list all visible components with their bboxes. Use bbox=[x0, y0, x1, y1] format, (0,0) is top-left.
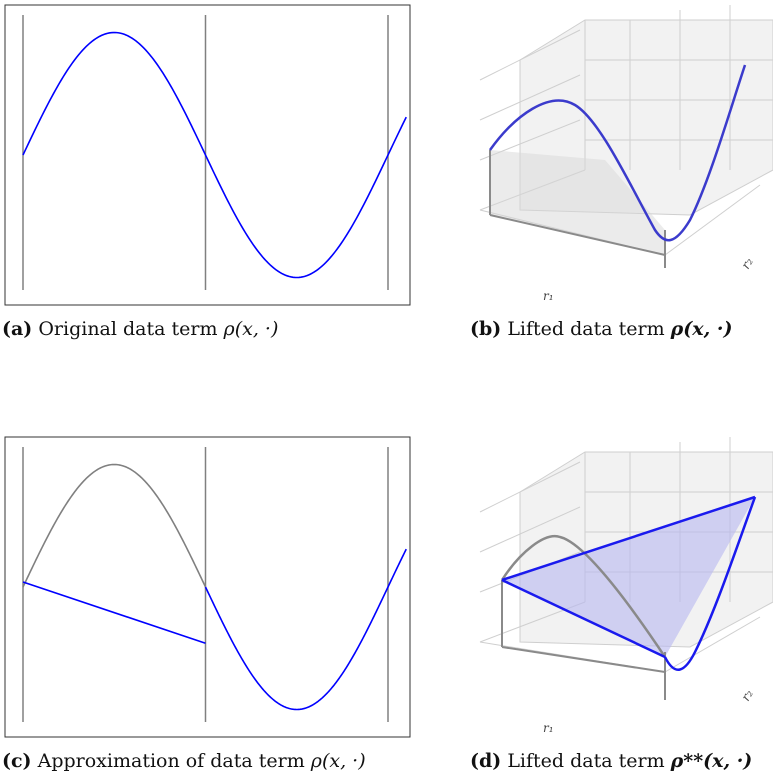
caption-c: (c) Approximation of data term ρ(x, ·) bbox=[2, 750, 366, 772]
axis-label-r1-d: r₁ bbox=[543, 721, 554, 735]
plot-b-3d: r₁ r₂ bbox=[479, 5, 773, 303]
caption-b: (b) Lifted data term ρ(x, ·) bbox=[470, 318, 733, 340]
caption-a: (a) Original data term ρ(x, ·) bbox=[2, 318, 279, 340]
plot-frame bbox=[4, 436, 411, 738]
plot-a bbox=[4, 4, 411, 306]
convex-approx-segment bbox=[22, 581, 206, 645]
caption-d: (d) Lifted data term ρ**(x, ·) bbox=[470, 750, 753, 772]
panel-d: r₁ r₂ (d) Lifted data term ρ**(x, ·) bbox=[440, 432, 773, 782]
plot-d-3d: r₁ r₂ bbox=[479, 437, 773, 735]
panel-a: (a) Original data term ρ(x, ·) bbox=[0, 0, 420, 350]
plot-c bbox=[4, 436, 411, 738]
panel-c: (c) Approximation of data term ρ(x, ·) bbox=[0, 432, 420, 782]
plot-frame bbox=[4, 4, 411, 306]
panel-b: r₁ r₂ (b) Lifted data term ρ(x, ·) bbox=[440, 0, 773, 350]
axis-label-r1: r₁ bbox=[543, 289, 554, 303]
axis-label-r2-d: r₂ bbox=[738, 687, 755, 703]
data-curve bbox=[22, 463, 207, 588]
axis-label-r2: r₂ bbox=[738, 255, 755, 271]
data-curve bbox=[204, 548, 407, 711]
data-curve bbox=[22, 31, 407, 279]
